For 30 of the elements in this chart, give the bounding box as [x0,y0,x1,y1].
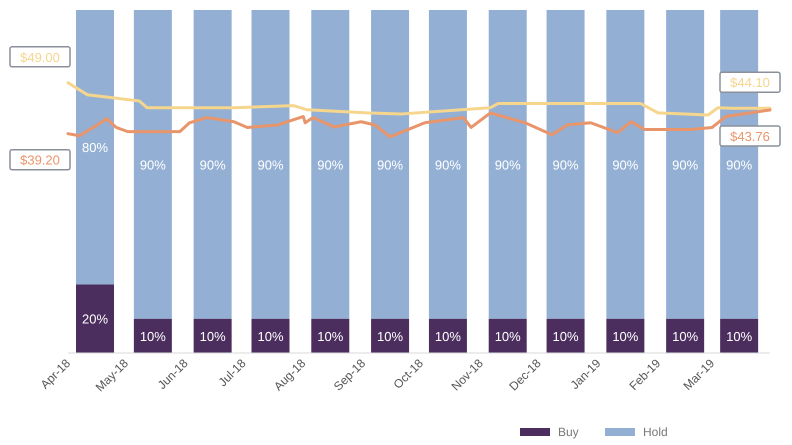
legend-label: Buy [558,425,579,439]
data-label: 90% [317,157,344,172]
data-label: 80% [82,140,108,156]
data-label: $39.20 [20,152,60,168]
data-label: 10% [672,328,699,344]
data-label: 90% [672,157,699,172]
data-label: 90% [612,157,639,172]
data-label: 90% [140,157,166,172]
data-label: 10% [552,328,580,344]
data-label: $49.00 [20,50,60,65]
data-label: 90% [434,157,462,172]
data-label: 90% [494,157,522,172]
data-label: 10% [317,328,344,344]
data-label: 20% [82,312,108,327]
legend-label: Hold [643,425,668,439]
data-label: 10% [377,328,404,344]
data-label: 10% [494,328,522,344]
data-label: 10% [726,328,753,344]
data-label: 10% [612,328,639,344]
data-label: $44.10 [730,75,770,90]
data-label: 10% [140,328,166,344]
data-label: $43.76 [730,128,770,144]
data-label: 90% [200,157,226,172]
data-label: 90% [552,157,580,172]
data-label: 10% [200,328,226,344]
data-label: 90% [726,157,753,172]
data-label: 90% [257,157,284,172]
data-label: 10% [257,328,284,344]
data-label: 10% [434,328,462,344]
data-label: 90% [377,157,404,172]
